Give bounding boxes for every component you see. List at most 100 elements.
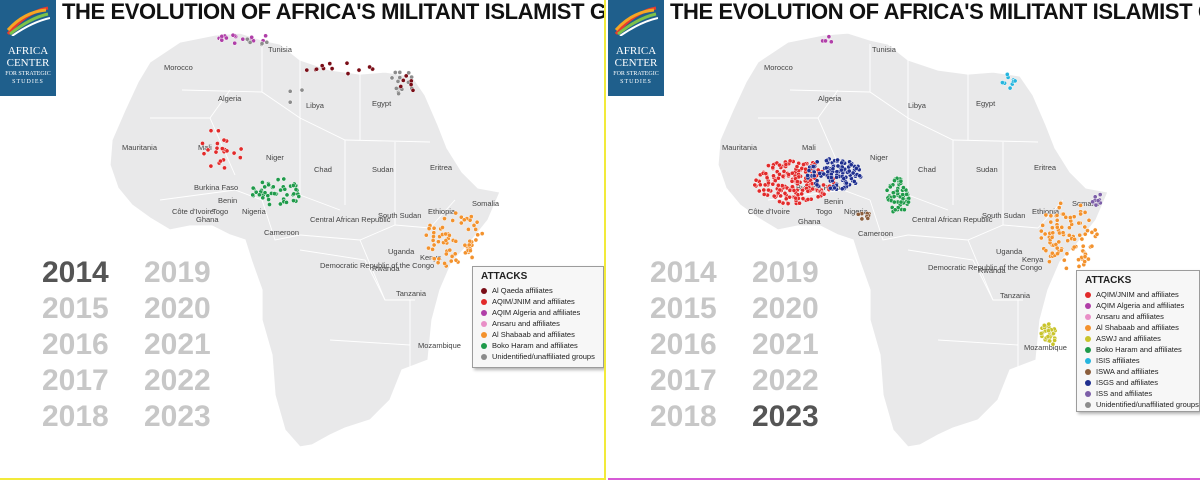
- attack-point: [403, 73, 409, 79]
- attack-point: [793, 195, 799, 201]
- attack-point: [1038, 235, 1044, 241]
- year-2019[interactable]: 2019: [752, 256, 819, 289]
- year-2018[interactable]: 2018: [650, 400, 717, 433]
- attack-point: [857, 173, 863, 179]
- attack-point: [761, 192, 767, 197]
- attack-point: [392, 70, 398, 75]
- label-algeria: Algeria: [818, 94, 842, 103]
- attack-point: [826, 34, 832, 40]
- year-2022[interactable]: 2022: [144, 364, 211, 397]
- label-egypt: Egypt: [976, 99, 996, 108]
- attack-point: [270, 184, 276, 190]
- year-2015[interactable]: 2015: [650, 292, 717, 325]
- label-nigeria: Nigeria: [844, 207, 869, 216]
- attack-point: [253, 189, 259, 195]
- attack-point: [1079, 236, 1085, 242]
- year-2022[interactable]: 2022: [752, 364, 819, 397]
- attack-point: [208, 163, 214, 169]
- year-2017[interactable]: 2017: [42, 364, 109, 397]
- year-2019[interactable]: 2019: [144, 256, 211, 289]
- attack-point: [367, 64, 372, 70]
- legend-item-label: Al Shabaab and affiliates: [492, 330, 575, 339]
- attack-point: [902, 207, 907, 213]
- attack-point: [218, 158, 223, 164]
- year-2021[interactable]: 2021: [752, 328, 819, 361]
- attack-point: [892, 207, 898, 213]
- attack-point: [841, 176, 847, 181]
- legend-items: AQIM/JNIM and affiliates AQIM Algeria and…: [1077, 289, 1199, 410]
- attack-point: [430, 238, 436, 243]
- attack-point: [1038, 228, 1044, 234]
- attack-point: [1047, 338, 1053, 344]
- legend-swatch-icon: [1085, 391, 1091, 398]
- year-2016[interactable]: 2016: [650, 328, 717, 361]
- attack-point: [250, 185, 256, 191]
- label-libya: Libya: [908, 101, 927, 110]
- label-chad: Chad: [918, 165, 936, 174]
- attack-point: [823, 38, 828, 44]
- attack-point: [815, 194, 821, 200]
- year-2020[interactable]: 2020: [144, 292, 211, 325]
- attack-point: [314, 66, 319, 72]
- attack-point: [1082, 254, 1088, 260]
- year-2023[interactable]: 2023: [144, 400, 211, 433]
- attack-point: [1055, 251, 1060, 257]
- attack-point: [205, 147, 211, 153]
- label-algeria: Algeria: [218, 94, 242, 103]
- year-2014[interactable]: 2014: [42, 256, 109, 289]
- year-2021[interactable]: 2021: [144, 328, 211, 361]
- legend-swatch-icon: [1085, 314, 1091, 321]
- legend-item-label: ISIS affiliates: [1096, 356, 1140, 365]
- label-mozambique: Mozambique: [1024, 343, 1067, 352]
- year-2018[interactable]: 2018: [42, 400, 109, 433]
- attack-point: [817, 171, 823, 176]
- legend-swatch-icon: [481, 288, 487, 295]
- attack-point: [453, 238, 459, 244]
- attack-point: [771, 193, 777, 199]
- year-2014[interactable]: 2014: [650, 256, 717, 289]
- attack-point: [431, 225, 437, 231]
- logo-line-3: FOR STRATEGIC: [5, 71, 51, 77]
- attack-point: [293, 187, 299, 192]
- attack-point: [906, 199, 911, 205]
- year-2023[interactable]: 2023: [752, 400, 819, 433]
- attack-point: [430, 247, 435, 252]
- legend-title: ATTACKS: [481, 271, 528, 282]
- attack-point: [442, 216, 447, 221]
- label-morocco: Morocco: [164, 63, 193, 72]
- attack-point: [1082, 259, 1088, 264]
- attack-point: [291, 198, 296, 203]
- attack-point: [1056, 239, 1062, 245]
- attack-point: [789, 178, 795, 184]
- attack-point: [452, 251, 458, 257]
- year-2020[interactable]: 2020: [752, 292, 819, 325]
- attack-point: [821, 191, 827, 197]
- attack-point: [1049, 250, 1055, 256]
- year-2017[interactable]: 2017: [650, 364, 717, 397]
- attack-point: [257, 192, 262, 198]
- attack-point: [304, 67, 310, 73]
- attack-point: [1095, 198, 1101, 204]
- attack-point: [266, 197, 271, 202]
- label-benin: Benin: [218, 196, 237, 205]
- attack-point: [219, 146, 225, 151]
- legend: ATTACKS Al Qaeda affiliates AQIM/JNIM and…: [472, 266, 604, 368]
- attack-point: [770, 181, 776, 187]
- attack-point: [1080, 243, 1086, 249]
- legend-item: ISIS affiliates: [1077, 355, 1199, 366]
- legend-item-label: ASWJ and affiliates: [1096, 334, 1161, 343]
- attack-point: [435, 260, 441, 266]
- attack-points: [752, 34, 1103, 347]
- attack-point: [756, 188, 762, 194]
- attack-point: [267, 202, 272, 207]
- attack-point: [752, 182, 758, 188]
- attack-point: [783, 196, 789, 202]
- year-2015[interactable]: 2015: [42, 292, 109, 325]
- label-south-sudan: South Sudan: [378, 211, 421, 220]
- year-2016[interactable]: 2016: [42, 328, 109, 361]
- attack-point: [806, 168, 812, 173]
- attack-point: [1050, 230, 1056, 236]
- label-somalia: Somalia: [1072, 199, 1100, 208]
- attack-point: [244, 36, 250, 42]
- attack-point: [782, 190, 788, 196]
